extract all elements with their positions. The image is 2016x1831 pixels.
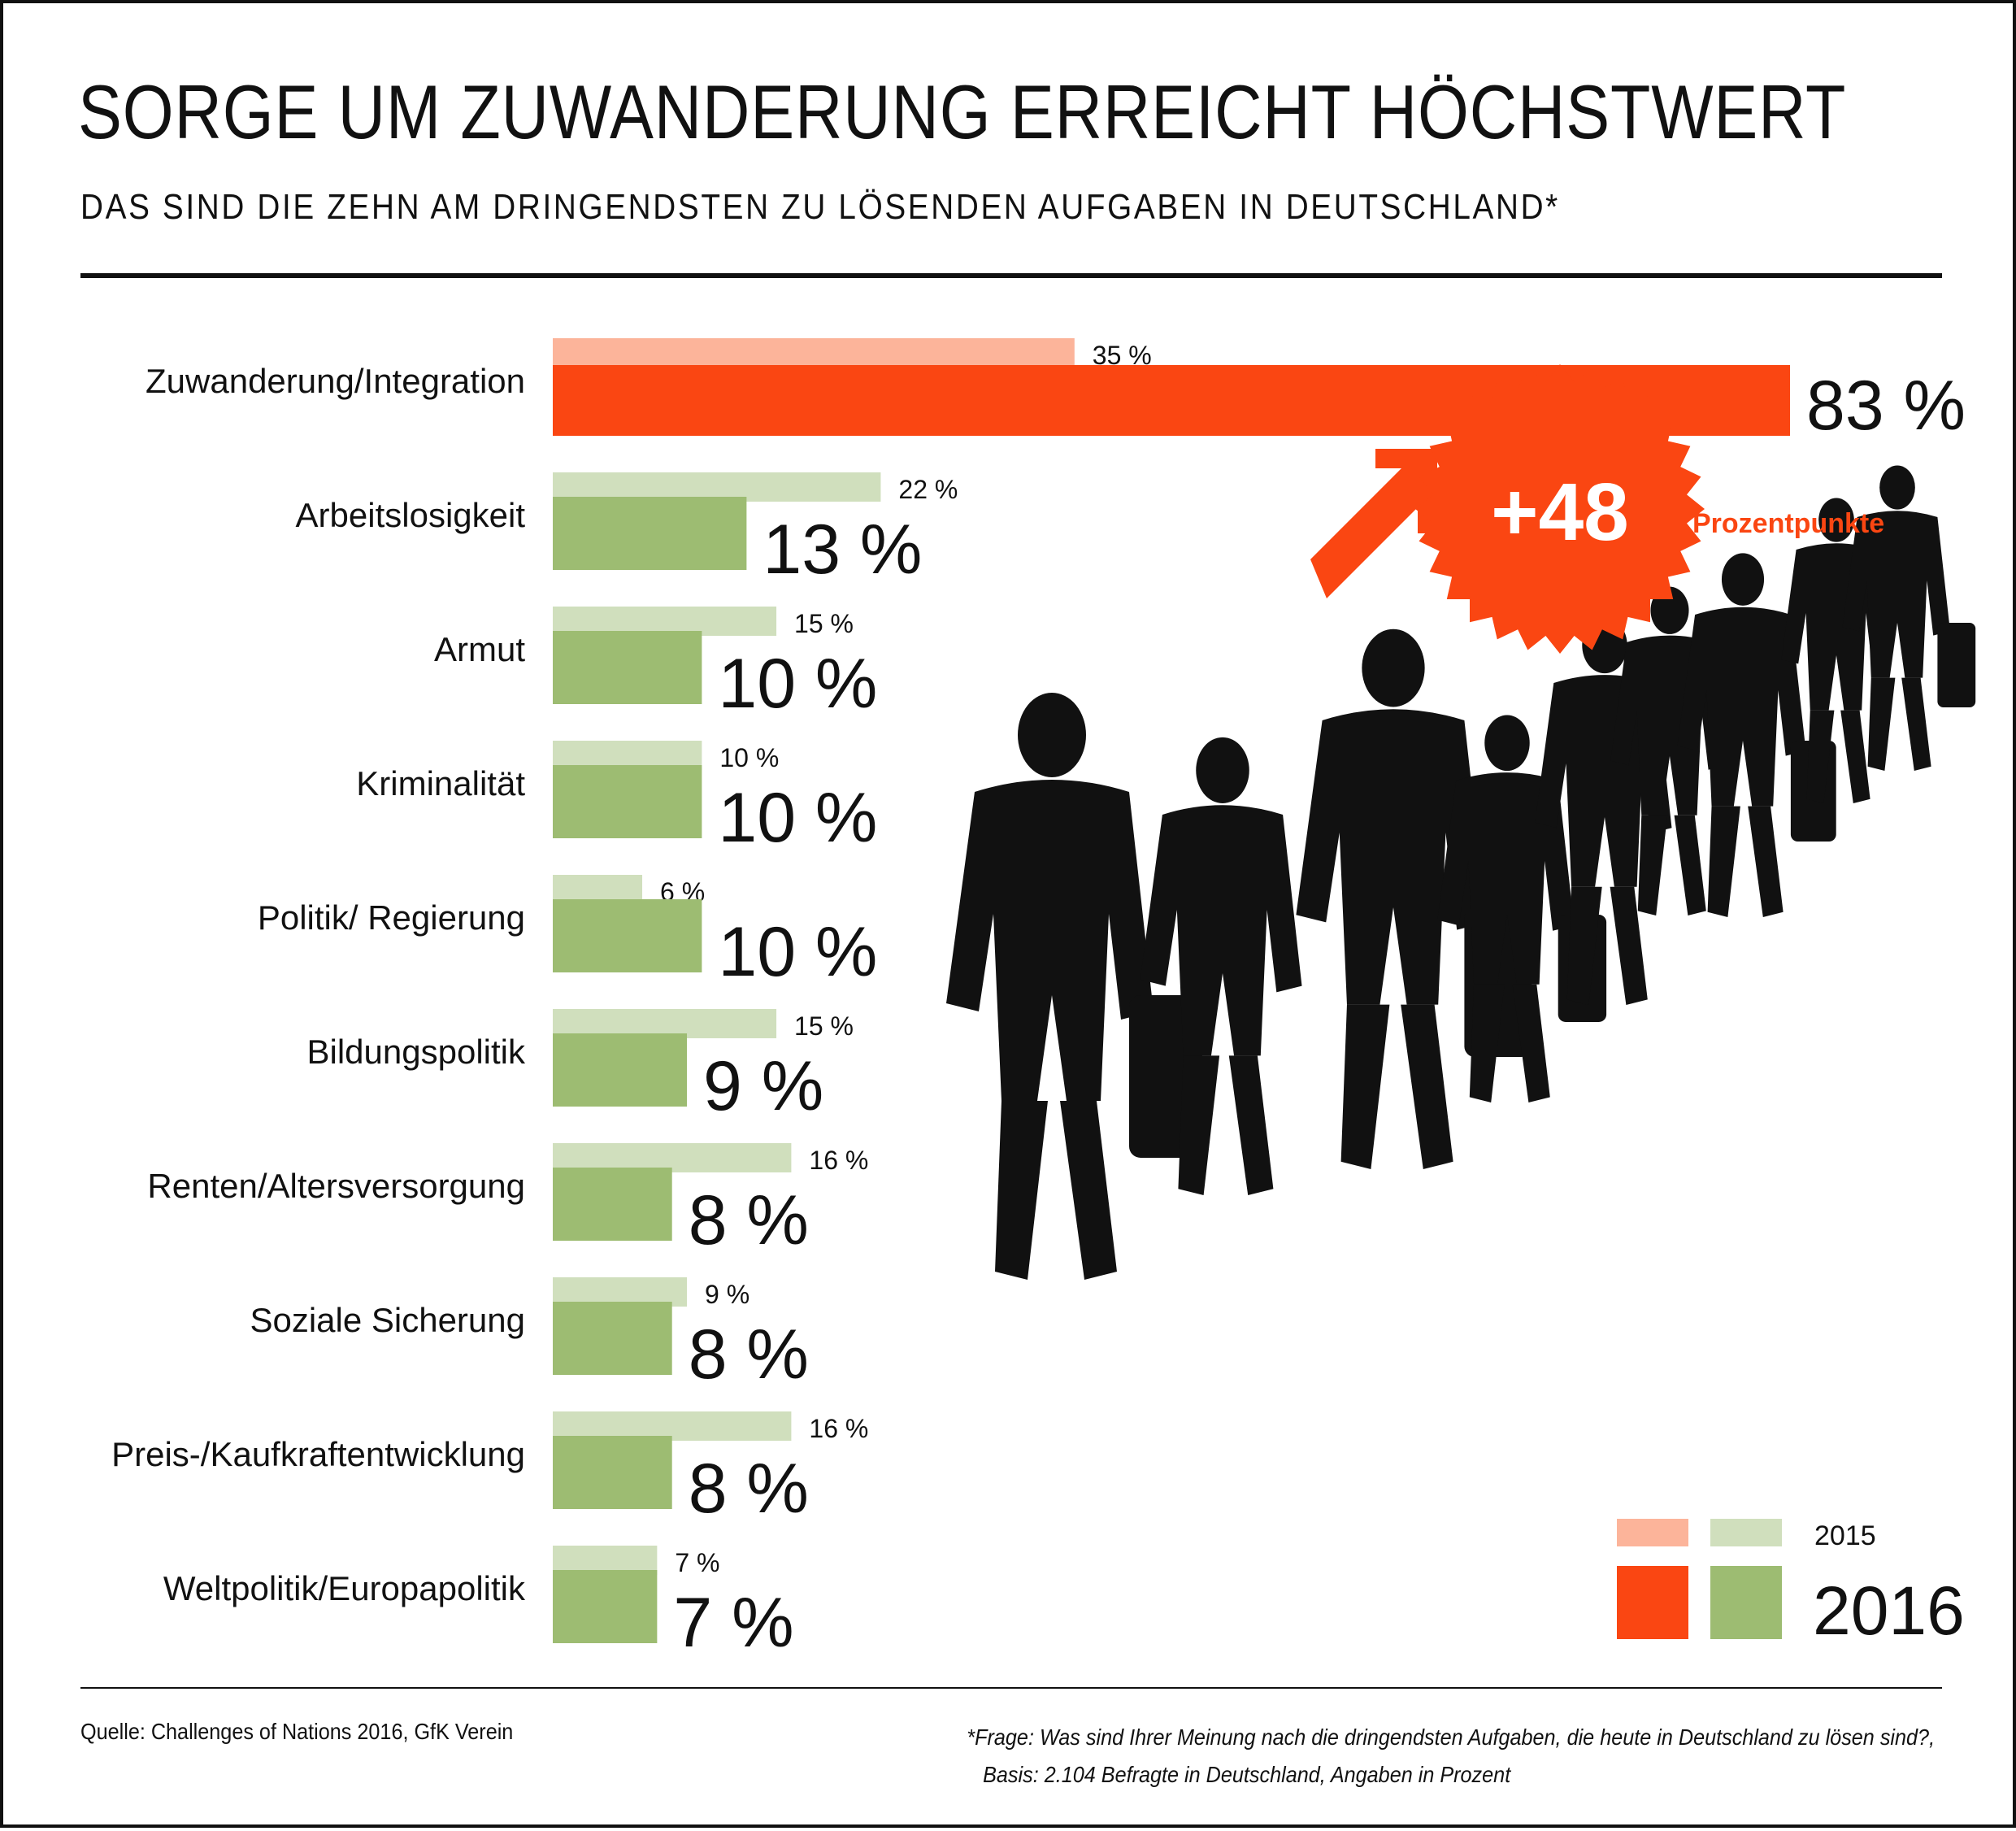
bar-2016-renten-altersversorgung xyxy=(553,1168,672,1241)
person-body xyxy=(1842,511,1950,678)
value-label-2015-kriminalitat: 10 % xyxy=(719,743,779,772)
category-label-zuwanderung-integration: Zuwanderung/Integration xyxy=(146,362,525,400)
migrants-silhouette-illustration xyxy=(946,465,1976,1280)
person-leg-right xyxy=(1748,806,1784,917)
person-silhouette xyxy=(1781,498,1889,803)
legend-label-2015: 2015 xyxy=(1814,1520,1876,1551)
legend-swatch-2015-highlight xyxy=(1617,1519,1688,1546)
value-label-2015-renten-altersversorgung: 16 % xyxy=(809,1146,868,1175)
person-leg-right xyxy=(1060,1101,1117,1280)
value-label-2015-bildungspolitik: 15 % xyxy=(794,1011,854,1041)
person-leg-right xyxy=(1840,710,1870,803)
category-label-armut: Armut xyxy=(434,630,525,668)
person-silhouette xyxy=(1677,553,1836,917)
person-leg-left xyxy=(1707,806,1740,917)
value-label-2016-kriminalitat: 10 % xyxy=(718,779,877,857)
bar-2015-zuwanderung-integration xyxy=(553,338,1075,368)
footnote-line-1: *Frage: Was sind Ihrer Meinung nach die … xyxy=(967,1724,1935,1750)
person-silhouette xyxy=(946,693,1202,1280)
person-silhouette xyxy=(1140,737,1302,1195)
value-label-2015-weltpolitik-europapolitik: 7 % xyxy=(675,1548,719,1577)
person-leg-right xyxy=(1901,677,1931,771)
chart-title: SORGE UM ZUWANDERUNG ERREICHT HÖCHSTWERT xyxy=(78,69,1847,154)
person-silhouette xyxy=(1842,465,1976,771)
person-body xyxy=(1535,675,1672,887)
bottom-divider xyxy=(80,1687,1942,1689)
bar-2016-politik-regierung xyxy=(553,899,702,972)
person-head xyxy=(1818,498,1854,542)
person-leg-right xyxy=(1228,1055,1274,1195)
person-body xyxy=(1677,607,1806,807)
person-leg-right xyxy=(1674,815,1706,916)
person-head xyxy=(1484,715,1530,772)
person-silhouette xyxy=(1535,617,1672,1005)
question-footnote: *Frage: Was sind Ihrer Meinung nach die … xyxy=(967,1719,1935,1794)
person-leg-left xyxy=(1178,1055,1220,1195)
person-body xyxy=(1437,772,1575,985)
category-label-politik-regierung: Politik/ Regierung xyxy=(258,898,525,937)
value-label-2016-politik-regierung: 10 % xyxy=(718,913,877,991)
change-value: +48 xyxy=(1491,467,1629,558)
person-head xyxy=(1018,693,1086,777)
person-leg-right xyxy=(1512,984,1550,1103)
legend-swatch-2015 xyxy=(1710,1519,1782,1546)
arrow-up-right-icon xyxy=(1310,449,1437,598)
value-label-2016-zuwanderung-integration: 83 % xyxy=(1806,367,1966,445)
bar-2016-armut xyxy=(553,631,702,704)
starburst-badge xyxy=(1415,364,1705,654)
value-label-2015-soziale-sicherung: 9 % xyxy=(705,1280,749,1309)
value-label-2016-armut: 10 % xyxy=(718,645,877,723)
person-head xyxy=(1721,553,1765,606)
value-label-2016-bildungspolitik: 9 % xyxy=(703,1047,823,1125)
value-label-2015-preis-kaufkraftentwicklung: 16 % xyxy=(809,1414,868,1443)
legend-swatch-2016-highlight xyxy=(1617,1566,1688,1639)
category-label-renten-altersversorgung: Renten/Altersversorgung xyxy=(147,1167,525,1205)
value-label-2016-soziale-sicherung: 8 % xyxy=(689,1316,809,1394)
value-label-2016-arbeitslosigkeit: 13 % xyxy=(763,511,922,589)
person-body xyxy=(1140,805,1302,1056)
footnote-line-2: Basis: 2.104 Befragte in Deutschland, An… xyxy=(983,1762,1511,1787)
bag xyxy=(1937,623,1976,707)
bar-2016-arbeitslosigkeit xyxy=(553,497,747,570)
bar-2016-weltpolitik-europapolitik xyxy=(553,1570,658,1643)
person-head xyxy=(1196,737,1249,803)
value-label-2015-armut: 15 % xyxy=(794,609,854,638)
person-leg-left xyxy=(1806,710,1835,803)
category-label-weltpolitik-europapolitik: Weltpolitik/Europapolitik xyxy=(163,1569,526,1607)
source-note: Quelle: Challenges of Nations 2016, GfK … xyxy=(80,1719,514,1744)
value-label-2016-weltpolitik-europapolitik: 7 % xyxy=(673,1584,793,1662)
person-head xyxy=(1879,465,1915,510)
person-leg-right xyxy=(1401,1004,1453,1169)
person-leg-left xyxy=(1637,815,1668,916)
person-leg-left xyxy=(1340,1004,1390,1169)
category-label-soziale-sicherung: Soziale Sicherung xyxy=(250,1301,525,1339)
category-label-arbeitslosigkeit: Arbeitslosigkeit xyxy=(296,496,526,534)
person-leg-right xyxy=(1610,886,1648,1005)
change-unit-label: Prozentpunkte xyxy=(1692,508,1884,539)
bar-2016-kriminalitat xyxy=(553,765,702,838)
person-body xyxy=(1296,709,1487,1005)
legend-label-2016: 2016 xyxy=(1813,1572,1965,1649)
person-head xyxy=(1362,628,1425,707)
bar-2016-soziale-sicherung xyxy=(553,1302,672,1375)
top-divider xyxy=(80,273,1942,278)
person-body xyxy=(946,780,1154,1101)
bar-2016-bildungspolitik xyxy=(553,1033,688,1107)
category-label-preis-kaufkraftentwicklung: Preis-/Kaufkraftentwicklung xyxy=(111,1435,525,1473)
category-label-kriminalitat: Kriminalität xyxy=(356,764,525,802)
value-label-2016-renten-altersversorgung: 8 % xyxy=(689,1181,809,1259)
category-label-bildungspolitik: Bildungspolitik xyxy=(307,1033,526,1071)
person-leg-left xyxy=(1867,677,1896,771)
person-leg-left xyxy=(1469,984,1505,1103)
value-label-2016-preis-kaufkraftentwicklung: 8 % xyxy=(689,1450,809,1528)
person-leg-left xyxy=(1566,886,1602,1005)
bar-2016-preis-kaufkraftentwicklung xyxy=(553,1436,672,1509)
chart-subtitle: DAS SIND DIE ZEHN AM DRINGENDSTEN ZU LÖS… xyxy=(80,187,1560,227)
legend-swatch-2016 xyxy=(1710,1566,1782,1639)
value-label-2015-arbeitslosigkeit: 22 % xyxy=(898,475,958,504)
person-leg-left xyxy=(995,1101,1048,1280)
